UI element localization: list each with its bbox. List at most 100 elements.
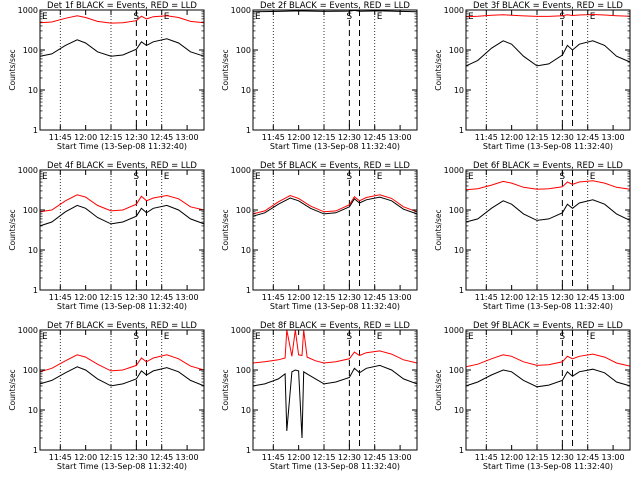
y-tick-label: 1000 xyxy=(444,326,464,335)
x-tick-label: 12:00 xyxy=(74,133,97,142)
series-line-lld xyxy=(465,13,631,18)
y-tick-label: 1000 xyxy=(231,166,251,175)
x-tick-label: 13:00 xyxy=(176,453,199,462)
marker-label: S xyxy=(133,332,139,342)
plot-frame xyxy=(252,9,418,131)
marker-label: S xyxy=(133,172,139,182)
series-line-events xyxy=(252,364,418,439)
y-tick-label: 1000 xyxy=(231,326,251,335)
y-tick-label: 1000 xyxy=(444,166,464,175)
x-tick-label: 12:45 xyxy=(150,453,173,462)
x-tick-label: 12:00 xyxy=(500,133,523,142)
x-tick-label: 12:00 xyxy=(287,133,310,142)
series-line-events xyxy=(465,199,631,223)
x-axis-label: Start Time (13-Sep-08 11:32:40) xyxy=(57,302,187,311)
x-tick-label: 13:00 xyxy=(602,293,625,302)
x-tick-label: 12:00 xyxy=(74,293,97,302)
x-axis-label: Start Time (13-Sep-08 11:32:40) xyxy=(270,302,400,311)
marker-label: E xyxy=(255,12,261,22)
x-tick-label: 12:30 xyxy=(551,453,574,462)
series-line-lld xyxy=(39,15,205,24)
series-line-lld xyxy=(465,353,631,368)
y-tick-label: 10 xyxy=(241,86,251,95)
x-tick-label: 12:15 xyxy=(312,293,335,302)
x-tick-label: 12:00 xyxy=(500,453,523,462)
x-axis-label: Start Time (13-Sep-08 11:32:40) xyxy=(483,142,613,151)
x-tick-label: 13:00 xyxy=(176,133,199,142)
plot-frame xyxy=(252,329,418,451)
x-tick-label: 12:30 xyxy=(125,453,148,462)
y-tick-label: 10 xyxy=(454,246,464,255)
x-tick-label: 11:45 xyxy=(475,293,498,302)
marker-label: E xyxy=(42,332,48,342)
x-tick-label: 13:00 xyxy=(389,453,412,462)
x-tick-label: 11:45 xyxy=(262,133,285,142)
panel-title: Det 2f BLACK = Events, RED = LLD xyxy=(260,1,410,11)
x-tick-label: 11:45 xyxy=(49,293,72,302)
y-axis-label: Counts/sec xyxy=(8,209,17,250)
plot-frame xyxy=(39,169,205,291)
plot-frame xyxy=(465,9,631,131)
y-tick-label: 1 xyxy=(33,286,38,295)
plot-frame xyxy=(465,329,631,451)
plot-frame xyxy=(465,169,631,291)
y-tick-label: 10 xyxy=(241,406,251,415)
panel-title: Det 7f BLACK = Events, RED = LLD xyxy=(47,321,197,331)
marker-label: E xyxy=(255,172,261,182)
y-tick-label: 100 xyxy=(449,206,464,215)
y-tick-label: 10 xyxy=(28,406,38,415)
x-tick-label: 11:45 xyxy=(262,293,285,302)
series-line-events xyxy=(465,368,631,388)
marker-label: E xyxy=(377,172,383,182)
marker-label: E xyxy=(255,332,261,342)
x-tick-label: 11:45 xyxy=(49,453,72,462)
x-tick-label: 12:15 xyxy=(525,293,548,302)
series-line-lld xyxy=(252,194,418,215)
y-tick-label: 1 xyxy=(33,446,38,455)
y-axis-label: Counts/sec xyxy=(434,209,443,250)
x-tick-label: 12:45 xyxy=(576,453,599,462)
series-line-events xyxy=(252,196,418,217)
x-axis-label: Start Time (13-Sep-08 11:32:40) xyxy=(270,462,400,471)
marker-label: E xyxy=(377,12,383,22)
marker-label: E xyxy=(164,12,170,22)
marker-label: S xyxy=(559,332,565,342)
marker-label: E xyxy=(164,172,170,182)
series-line-lld xyxy=(252,329,418,364)
y-tick-label: 10 xyxy=(28,246,38,255)
y-tick-label: 10 xyxy=(454,406,464,415)
series-line-events xyxy=(465,40,631,67)
series-line-events xyxy=(39,38,205,57)
marker-label: E xyxy=(42,12,48,22)
series-line-lld xyxy=(39,194,205,213)
marker-label: S xyxy=(346,172,352,182)
x-tick-label: 12:00 xyxy=(74,453,97,462)
y-axis-label: Counts/sec xyxy=(434,49,443,90)
y-tick-label: 100 xyxy=(23,366,38,375)
x-tick-label: 12:30 xyxy=(551,133,574,142)
x-tick-label: 12:45 xyxy=(363,293,386,302)
y-tick-label: 100 xyxy=(23,206,38,215)
x-tick-label: 11:45 xyxy=(262,453,285,462)
x-tick-label: 12:15 xyxy=(99,133,122,142)
marker-label: S xyxy=(346,12,352,22)
marker-label: E xyxy=(164,332,170,342)
x-tick-label: 12:45 xyxy=(150,133,173,142)
series-line-events xyxy=(39,204,205,227)
x-tick-label: 11:45 xyxy=(475,453,498,462)
x-tick-label: 12:45 xyxy=(576,293,599,302)
y-tick-label: 100 xyxy=(23,46,38,55)
y-tick-label: 1 xyxy=(246,286,251,295)
plot-frame xyxy=(252,169,418,291)
x-axis-label: Start Time (13-Sep-08 11:32:40) xyxy=(483,462,613,471)
x-tick-label: 12:15 xyxy=(525,453,548,462)
y-tick-label: 1 xyxy=(459,446,464,455)
panel-title: Det 3f BLACK = Events, RED = LLD xyxy=(473,1,623,11)
